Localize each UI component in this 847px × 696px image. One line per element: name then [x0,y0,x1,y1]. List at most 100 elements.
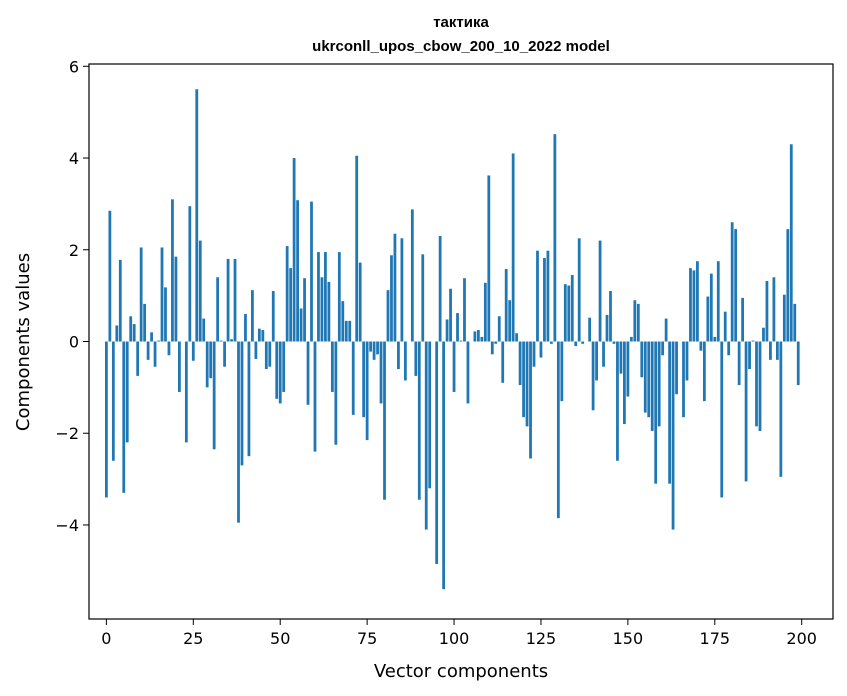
bar-44 [257,328,261,342]
x-tick-label: 75 [357,629,377,648]
bar-123 [532,341,536,367]
bar-157 [650,341,654,431]
bar-68 [341,301,345,342]
bar-151 [629,336,633,342]
bar-11 [143,303,147,342]
bar-38 [237,341,240,523]
bar-158 [654,341,658,484]
bar-114 [501,341,505,383]
bar-106 [473,331,477,342]
bar-29 [205,341,209,388]
bar-3 [115,325,119,342]
bar-48 [271,291,275,342]
y-axis-label: Components values [13,253,34,431]
bar-177 [720,341,724,498]
bar-173 [706,296,710,342]
bar-136 [577,238,581,342]
bar-40 [244,313,247,342]
bar-58 [306,341,310,405]
bar-49 [275,341,279,399]
x-tick-label: 175 [700,629,731,648]
x-tick-label: 50 [270,629,290,648]
bar-61 [317,252,320,342]
bar-155 [643,341,647,413]
bar-178 [723,311,727,342]
bar-20 [174,256,178,342]
bar-24 [188,206,192,342]
bar-77 [372,341,376,360]
bar-23 [184,341,188,443]
bar-50 [278,341,282,404]
bar-97 [442,341,446,590]
bar-72 [355,155,359,342]
bar-4 [118,259,122,342]
bar-171 [699,341,703,351]
bar-63 [324,252,327,342]
bar-133 [567,285,571,342]
bar-14 [153,341,157,367]
bar-154 [640,341,644,378]
bar-137 [581,341,585,344]
bar-70 [348,320,352,342]
bar-170 [696,261,699,342]
bar-131 [560,341,564,402]
bar-192 [772,277,776,342]
bar-101 [456,313,459,342]
bar-25 [191,341,195,361]
x-axis-label: Vector components [374,661,548,682]
bar-103 [463,278,466,342]
bar-56 [299,308,303,342]
bar-42 [251,290,254,342]
bar-179 [727,341,731,356]
bar-16 [160,247,164,342]
bar-162 [668,341,671,484]
y-tick-label: 0 [69,333,79,352]
bar-156 [647,341,651,418]
bars-group [104,89,800,590]
bar-108 [480,336,484,342]
bar-81 [386,290,390,342]
bar-34 [223,341,226,367]
bar-28 [202,318,206,342]
bar-113 [497,316,501,342]
bar-118 [515,333,519,342]
x-tick-label: 150 [613,629,644,648]
x-tick-label: 100 [439,629,470,648]
bar-27 [198,240,202,342]
bar-82 [390,255,393,342]
bar-74 [362,341,366,418]
bar-174 [709,273,713,342]
bar-46 [264,341,268,370]
bar-41 [247,341,251,457]
y-tick-label: 2 [69,241,79,260]
bar-31 [212,341,216,450]
bar-95 [435,341,439,564]
bar-167 [685,341,689,381]
bar-17 [164,287,167,342]
bar-75 [365,341,369,441]
bar-35 [226,258,230,342]
bar-89 [414,341,418,376]
x-tick-label: 0 [101,629,111,648]
bar-142 [598,240,602,342]
bar-45 [261,330,265,342]
bar-150 [626,341,630,397]
bar-122 [529,341,532,459]
bar-86 [403,341,407,381]
bar-71 [351,341,355,415]
bar-6 [125,341,129,443]
bar-185 [748,341,751,370]
bar-78 [376,341,379,355]
bar-164 [675,341,678,395]
bar-191 [769,341,772,360]
bar-57 [303,278,306,342]
bar-39 [240,341,244,466]
bar-32 [216,277,220,342]
bar-128 [550,341,553,344]
bar-55 [296,200,299,342]
bar-169 [692,270,696,342]
bar-194 [779,341,783,477]
bar-172 [702,341,706,402]
bar-152 [633,300,637,342]
